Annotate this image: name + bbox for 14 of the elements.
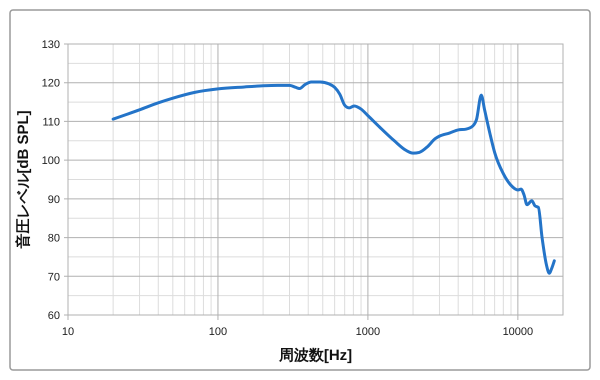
x-tick-label: 10000 — [502, 326, 534, 338]
y-tick-label: 60 — [48, 310, 60, 322]
y-tick-label: 90 — [48, 194, 60, 206]
x-tick-label: 10 — [62, 326, 74, 338]
y-tick-label: 120 — [42, 78, 60, 90]
y-tick-label: 70 — [48, 271, 60, 284]
y-tick-label: 110 — [42, 116, 60, 128]
y-tick-label: 80 — [48, 232, 60, 245]
x-tick-label: 1000 — [356, 326, 380, 338]
y-tick-label: 100 — [42, 155, 60, 168]
y-axis-title: 音圧レベル[dB SPL] — [14, 110, 32, 250]
x-axis-title: 周波数[Hz] — [278, 347, 352, 364]
y-tick-label: 130 — [42, 39, 60, 51]
x-tick-label: 100 — [208, 326, 228, 338]
